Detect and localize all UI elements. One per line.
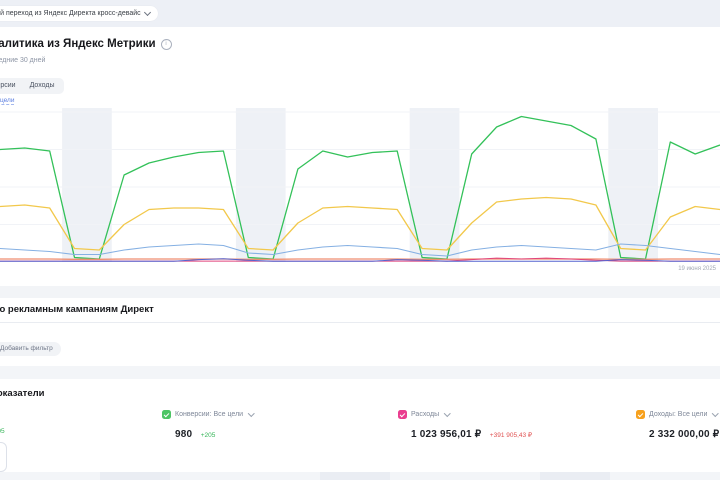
page-title: Аналитика из Яндекс Метрики [0, 38, 156, 50]
metric-value-row: 980 +205 [175, 424, 362, 442]
campaigns-section-title: Статистика по рекламным кампаниям Директ [0, 304, 154, 315]
clipped-card-fragment [0, 442, 7, 472]
metric-value: 1 023 956,01 ₽ [411, 429, 482, 440]
metrika-chart[interactable] [0, 104, 720, 264]
metric-value: 980 [175, 429, 193, 440]
period-label: Последние 30 дней [0, 57, 46, 64]
yellow-line [0, 196, 720, 251]
green-line [0, 115, 720, 260]
preview-band [100, 472, 170, 480]
x-axis-date-label: 19 июня 2025 [678, 266, 716, 272]
metric-delta: +205 [200, 432, 216, 439]
metric-value: 2 332 000,00 ₽ [649, 429, 720, 440]
metric-tabs: Конверсии Доходы [0, 78, 64, 94]
metric-label: Расходы [411, 411, 440, 418]
section-gap [0, 286, 720, 298]
metric-label: Конверсии: Все цели [175, 411, 244, 418]
metric-conversions: Конверсии: Все цели 980 +205 [162, 410, 362, 442]
tab-conversions[interactable]: Конверсии [0, 82, 16, 89]
section-gap [0, 366, 720, 379]
add-filter-button[interactable]: Добавить фильтр [0, 342, 61, 356]
goal-selector-link[interactable]: Все цели [0, 97, 15, 105]
checkbox-icon[interactable] [398, 410, 407, 419]
preview-band [320, 472, 390, 480]
metric-conversions-selector[interactable]: Конверсии: Все цели [162, 410, 362, 419]
metric-delta: +391 905,43 ₽ [489, 432, 533, 439]
metric-label: Доходы: Все цели [649, 411, 708, 418]
analytics-title-row: Аналитика из Яндекс Метрики [0, 38, 172, 50]
checkbox-icon[interactable] [636, 410, 645, 419]
navy-line [0, 258, 720, 262]
metric-revenue: Доходы: Все цели 2 332 000,00 ₽ [636, 410, 720, 442]
preview-band [540, 472, 610, 480]
metric-revenue-selector[interactable]: Доходы: Все цели [636, 410, 720, 419]
check-icon [637, 411, 644, 417]
check-icon [399, 411, 406, 417]
tab-revenue[interactable]: Доходы [29, 82, 55, 89]
metric-costs-selector[interactable]: Расходы [398, 410, 598, 419]
chevron-down-icon [143, 8, 151, 17]
metric-value-row: 1 023 956,01 ₽ +391 905,43 ₽ [411, 424, 598, 442]
metric-clipped-delta: +305 [0, 428, 5, 435]
check-icon [163, 411, 170, 417]
metric-value-row: 2 332 000,00 ₽ [649, 424, 720, 442]
next-section-preview [0, 472, 720, 480]
top-bar: Последний переход из Яндекс Директа крос… [0, 0, 720, 27]
chevron-down-icon [248, 410, 255, 417]
chevron-down-icon [712, 410, 719, 417]
metrics-section-title: Показатели [0, 388, 45, 399]
divider [0, 322, 720, 323]
blue-line [0, 243, 720, 257]
metric-costs: Расходы 1 023 956,01 ₽ +391 905,43 ₽ [398, 410, 598, 442]
info-icon[interactable] [160, 38, 172, 50]
checkbox-icon[interactable] [162, 410, 171, 419]
attribution-model-label: Последний переход из Яндекс Директа крос… [0, 10, 141, 17]
attribution-model-select[interactable]: Последний переход из Яндекс Директа крос… [0, 6, 158, 21]
chevron-down-icon [444, 410, 451, 417]
